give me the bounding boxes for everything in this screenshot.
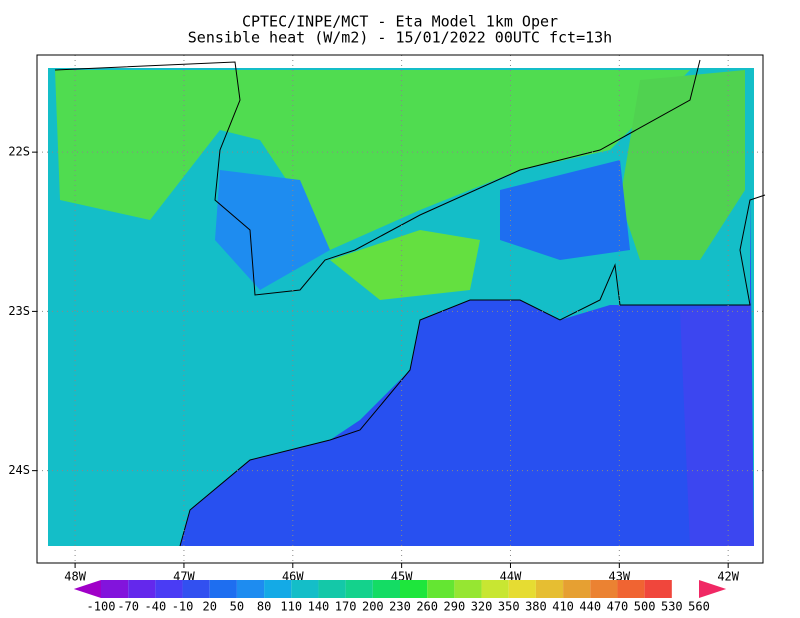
green-area <box>55 70 690 250</box>
x-tick-label: 42W <box>717 570 739 584</box>
colorbar-label: 380 <box>525 600 547 614</box>
ocean <box>180 190 754 546</box>
colorbar-label: -10 <box>172 600 194 614</box>
colorbar-label: -40 <box>145 600 167 614</box>
colorbar-label: 410 <box>552 600 574 614</box>
green-area <box>330 230 480 300</box>
colorbar-segment <box>563 580 591 598</box>
colorbar-segment <box>535 580 564 598</box>
colorbar-label: 260 <box>416 600 438 614</box>
blue-area <box>500 160 630 260</box>
x-tick-label: 48W <box>64 570 86 584</box>
colorbar-label: 560 <box>688 600 710 614</box>
y-tick-label: 24S <box>8 463 30 477</box>
title: CPTEC/INPE/MCT - Eta Model 1km Oper <box>242 13 558 31</box>
colorbar-segment <box>236 580 265 598</box>
colorbar-label: 470 <box>607 600 629 614</box>
coastline <box>54 59 766 547</box>
colorbar-segment <box>372 580 400 598</box>
colorbar-segment <box>427 580 455 598</box>
colorbar-segment <box>128 580 156 598</box>
colorbar-segment <box>617 580 645 598</box>
colorbar-segment <box>182 580 210 598</box>
colorbar-label: 350 <box>498 600 520 614</box>
colorbar-label: 320 <box>471 600 493 614</box>
colorbar-segment <box>209 580 237 598</box>
colorbar-label: 20 <box>203 600 217 614</box>
colorbar-label: 440 <box>579 600 601 614</box>
colorbar-segment <box>590 580 618 598</box>
colorbar-segment <box>318 580 346 598</box>
colorbar-segment <box>155 580 183 598</box>
colorbar-label: -100 <box>87 600 116 614</box>
blue-area <box>215 170 330 290</box>
colorbar-label: 140 <box>308 600 330 614</box>
colorbar-segment <box>264 580 292 598</box>
colorbar-segment <box>291 580 319 598</box>
colorbar-label: 110 <box>280 600 302 614</box>
subtitle: Sensible heat (W/m2) - 15/01/2022 00UTC … <box>188 29 612 47</box>
y-tick-label: 22S <box>8 145 30 159</box>
colorbar-label: 50 <box>230 600 244 614</box>
colorbar-label: 290 <box>444 600 466 614</box>
colorbar-segment <box>644 580 672 598</box>
colorbar-label: 530 <box>661 600 683 614</box>
colorbar-segment <box>345 580 373 598</box>
colorbar-label: -70 <box>117 600 139 614</box>
green-area <box>620 70 745 260</box>
plot-frame <box>36 54 764 564</box>
colorbar-segment <box>454 580 482 598</box>
colorbar-arrow <box>73 580 101 598</box>
colorbar-arrow <box>699 580 727 598</box>
colorbar-label: 170 <box>335 600 357 614</box>
colorbar-segment <box>481 580 509 598</box>
colorbar-segment <box>400 580 428 598</box>
colorbar-segment <box>508 580 536 598</box>
colorbar-label: 230 <box>389 600 411 614</box>
colorbar-label: 500 <box>634 600 656 614</box>
colorbar-label: 200 <box>362 600 384 614</box>
colorbar-segment <box>101 580 129 598</box>
ocean-east <box>680 305 754 546</box>
field <box>48 59 766 547</box>
colorbar-label: 80 <box>257 600 271 614</box>
y-tick-label: 23S <box>8 304 30 318</box>
